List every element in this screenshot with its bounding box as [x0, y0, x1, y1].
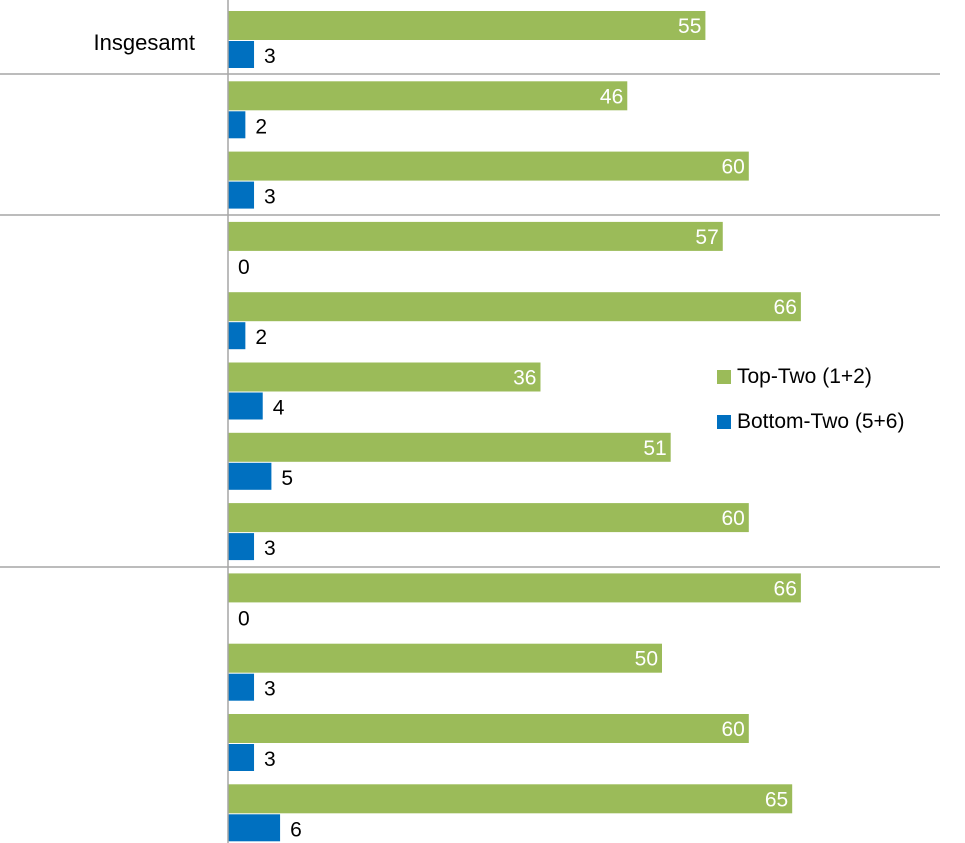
bar-bottom-two [228, 814, 281, 842]
legend-swatch [717, 370, 731, 384]
data-label-top-two: 66 [774, 296, 797, 319]
bar-bottom-two [228, 533, 255, 561]
bar-bottom-two [228, 181, 255, 209]
legend-swatch [717, 415, 731, 429]
bar-top-two [228, 221, 723, 251]
bar-top-two [228, 503, 749, 533]
bar-bottom-two [228, 744, 255, 771]
data-label-bottom-two: 3 [264, 537, 276, 560]
legend-label: Bottom-Two (5+6) [737, 410, 904, 433]
data-label-top-two: 50 [635, 648, 658, 671]
data-label-top-two: 60 [721, 156, 744, 179]
bar-bottom-two [228, 322, 246, 350]
data-label-bottom-two: 3 [264, 45, 276, 68]
data-label-bottom-two: 2 [255, 115, 267, 138]
data-label-top-two: 66 [774, 577, 797, 600]
legend-label: Top-Two (1+2) [737, 365, 872, 388]
data-label-bottom-two: 6 [290, 818, 302, 841]
data-label-bottom-two: 3 [264, 678, 276, 701]
bar-top-two [228, 292, 801, 322]
data-label-bottom-two: 0 [238, 607, 250, 630]
category-label: Insgesamt [94, 30, 196, 55]
bar-top-two [228, 362, 541, 392]
data-label-bottom-two: 3 [264, 748, 276, 771]
bar-top-two [228, 151, 749, 181]
data-label-top-two: 36 [513, 367, 536, 390]
bar-top-two [228, 643, 662, 673]
bar-top-two [228, 81, 628, 111]
bar-bottom-two [228, 41, 255, 68]
bar-top-two [228, 714, 749, 743]
data-label-bottom-two: 3 [264, 186, 276, 209]
bar-top-two [228, 432, 671, 462]
data-label-bottom-two: 4 [273, 397, 285, 420]
data-label-bottom-two: 0 [238, 256, 250, 279]
bar-bottom-two [228, 111, 246, 139]
data-label-top-two: 55 [678, 15, 701, 38]
bar-bottom-two [228, 673, 255, 701]
data-label-top-two: 46 [600, 85, 623, 108]
bar-bottom-two [228, 392, 263, 420]
data-label-top-two: 60 [721, 718, 744, 741]
data-label-top-two: 60 [721, 507, 744, 530]
data-label-bottom-two: 5 [281, 467, 293, 490]
bar-top-two [228, 11, 706, 40]
data-label-top-two: 65 [765, 788, 788, 811]
data-label-top-two: 57 [695, 226, 718, 249]
bar-bottom-two [228, 462, 272, 490]
data-label-bottom-two: 2 [255, 326, 267, 349]
bar-top-two [228, 784, 793, 814]
data-label-top-two: 51 [643, 437, 666, 460]
bar-top-two [228, 573, 801, 603]
